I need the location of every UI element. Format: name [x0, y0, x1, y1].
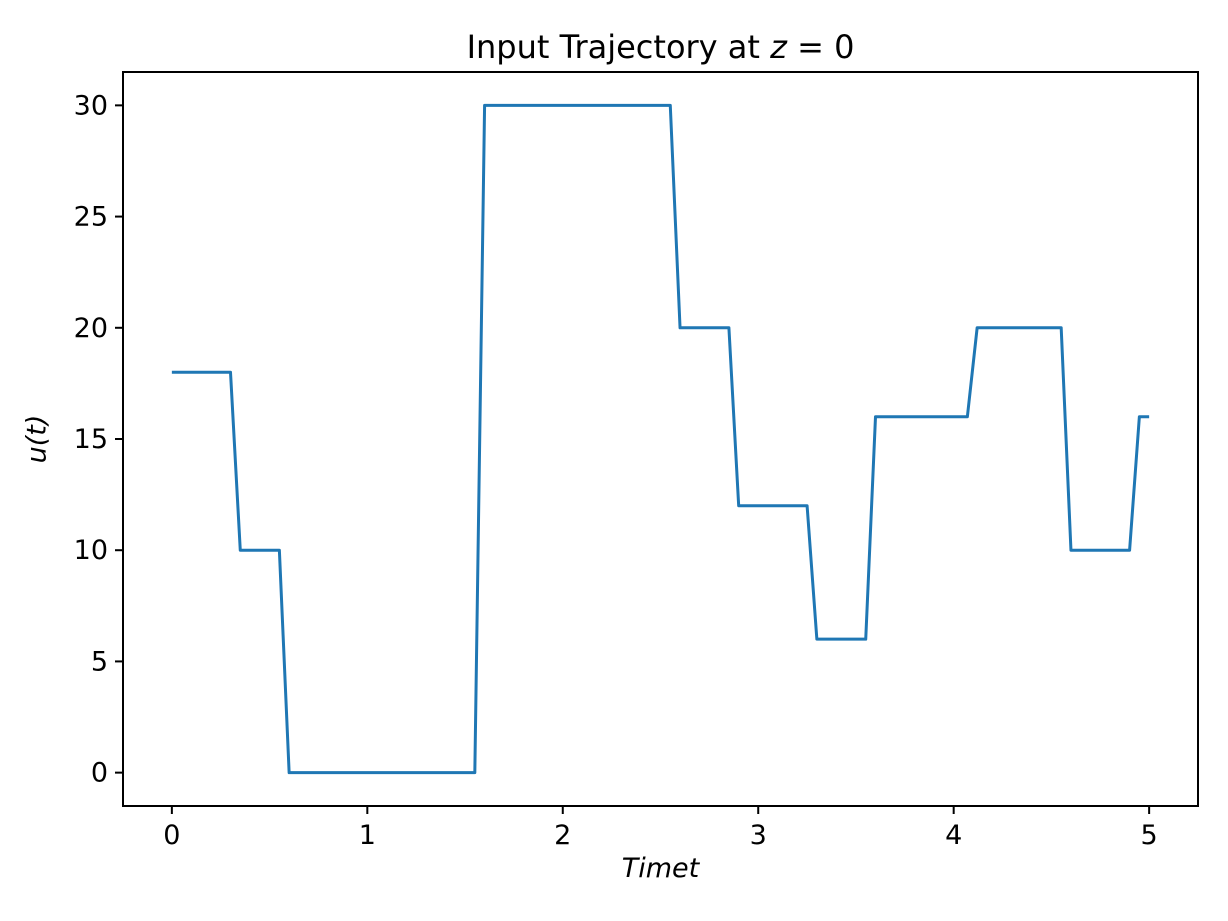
y-tick-label: 30 — [74, 90, 108, 121]
x-axis-label: Timet — [621, 853, 700, 884]
x-tick-label: 4 — [945, 820, 962, 851]
chart-title: Input Trajectory at z = 0 — [123, 28, 1198, 66]
y-tick-label: 20 — [74, 313, 108, 344]
x-tick-label: 2 — [554, 820, 571, 851]
chart-title-prefix: Input Trajectory at — [466, 28, 771, 66]
plot-frame — [122, 71, 1199, 807]
y-tick-label: 0 — [91, 758, 108, 789]
chart-title-variable: z — [770, 28, 787, 66]
y-tick-label: 10 — [74, 535, 108, 566]
x-tick-label: 0 — [163, 820, 180, 851]
y-axis-label: u(t) — [21, 414, 53, 464]
plot-svg: 0 1 2 3 4 5 0 5 10 15 20 25 30 — [74, 71, 1199, 851]
x-tick-label: 1 — [359, 820, 376, 851]
x-tick-label: 3 — [750, 820, 767, 851]
y-tick-label: 15 — [74, 424, 108, 455]
trajectory-line — [171, 103, 1150, 775]
x-tick-label: 5 — [1141, 820, 1158, 851]
y-tick-label: 5 — [91, 646, 108, 677]
chart-title-suffix: = 0 — [786, 28, 855, 66]
y-tick-label: 25 — [74, 202, 108, 233]
